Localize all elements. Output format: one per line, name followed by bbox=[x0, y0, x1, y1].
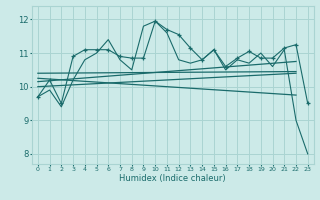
X-axis label: Humidex (Indice chaleur): Humidex (Indice chaleur) bbox=[119, 174, 226, 183]
